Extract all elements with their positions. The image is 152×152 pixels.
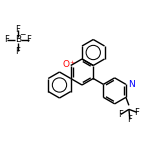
Text: F: F bbox=[5, 36, 9, 45]
Text: F: F bbox=[135, 108, 139, 117]
Text: F: F bbox=[128, 115, 132, 124]
Text: B: B bbox=[15, 36, 21, 45]
Text: N: N bbox=[128, 80, 135, 89]
Text: F: F bbox=[16, 47, 20, 55]
Text: F: F bbox=[16, 26, 20, 35]
Text: O: O bbox=[63, 60, 70, 69]
Text: F: F bbox=[27, 36, 31, 45]
Text: +: + bbox=[70, 59, 75, 64]
Text: −: − bbox=[19, 31, 25, 40]
Text: F: F bbox=[118, 110, 123, 119]
